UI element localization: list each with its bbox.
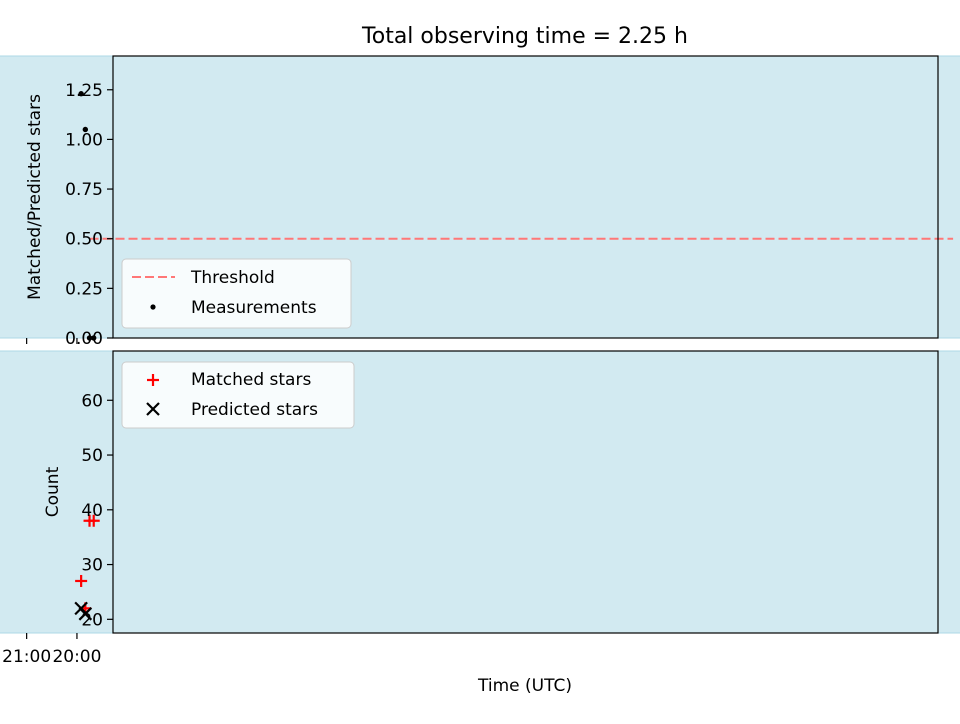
top-legend-box [121, 258, 352, 329]
top-y-tick-label: 0.75 [65, 180, 103, 200]
bottom-legend-box [121, 361, 355, 429]
predicted-stars-points [74, 601, 93, 621]
top-y-tick-label: 0.25 [65, 279, 103, 299]
x-tick-label: 20:00 [52, 647, 101, 667]
measurement-point [78, 91, 84, 97]
predicted-star-marker [74, 601, 88, 616]
x-tick-label: 22:00 [0, 647, 1, 667]
bottom-y-tick-label: 30 [81, 556, 103, 576]
legend-measurements-label: Measurements [191, 298, 317, 318]
bottom-y-tick-label: 50 [81, 446, 103, 466]
top-y-tick-label: 0.50 [65, 230, 103, 250]
top-y-axis: 0.00 0.25 0.50 0.75 1.00 1.25 [65, 81, 113, 349]
legend-measurements-swatch [150, 304, 156, 310]
top-legend: Threshold Measurements [121, 258, 352, 329]
matched-star-marker [75, 574, 88, 587]
top-panel: 0.00 0.25 0.50 0.75 1.00 1.25 Matched/Predict… [0, 55, 960, 349]
legend-threshold-label: Threshold [190, 268, 275, 288]
bottom-plot-frame [112, 350, 939, 634]
matched-star-marker [83, 514, 96, 527]
bottom-y-tick-label: 20 [81, 610, 103, 630]
legend-predicted-label: Predicted stars [191, 400, 318, 420]
bottom-y-tick-label: 40 [81, 501, 103, 521]
legend-predicted-swatch [146, 402, 160, 416]
measurement-points [78, 91, 97, 341]
x-axis-label: Time (UTC) [477, 676, 572, 696]
bottom-legend: Matched stars Predicted stars [121, 361, 355, 429]
top-y-tick-label: 0.00 [65, 329, 103, 349]
predicted-star-marker-b [74, 601, 88, 616]
legend-matched-swatch [147, 374, 159, 386]
x-tick-label: 21:00 [2, 647, 51, 667]
bottom-y-axis-label: Count [43, 466, 63, 517]
bottom-panel: 20 30 40 50 60 20:0021:0022:0023:0000:0001:0… [0, 350, 960, 696]
top-y-tick-label: 1.25 [65, 81, 103, 101]
top-y-tick-label: 1.00 [65, 130, 103, 150]
top-plot-frame [112, 55, 939, 339]
measurement-point [86, 335, 93, 341]
bottom-y-axis: 20 30 40 50 60 [81, 391, 113, 630]
matched-stars-points [75, 514, 100, 615]
top-x-ticks [26, 338, 78, 344]
measurement-point [91, 335, 97, 341]
legend-matched-label: Matched stars [191, 370, 311, 390]
top-y-axis-label: Matched/Predicted stars [25, 94, 45, 300]
bottom-y-tick-label: 60 [81, 391, 103, 411]
chart-title: Total observing time = 2.25 h [361, 24, 688, 49]
measurement-point [82, 126, 89, 133]
